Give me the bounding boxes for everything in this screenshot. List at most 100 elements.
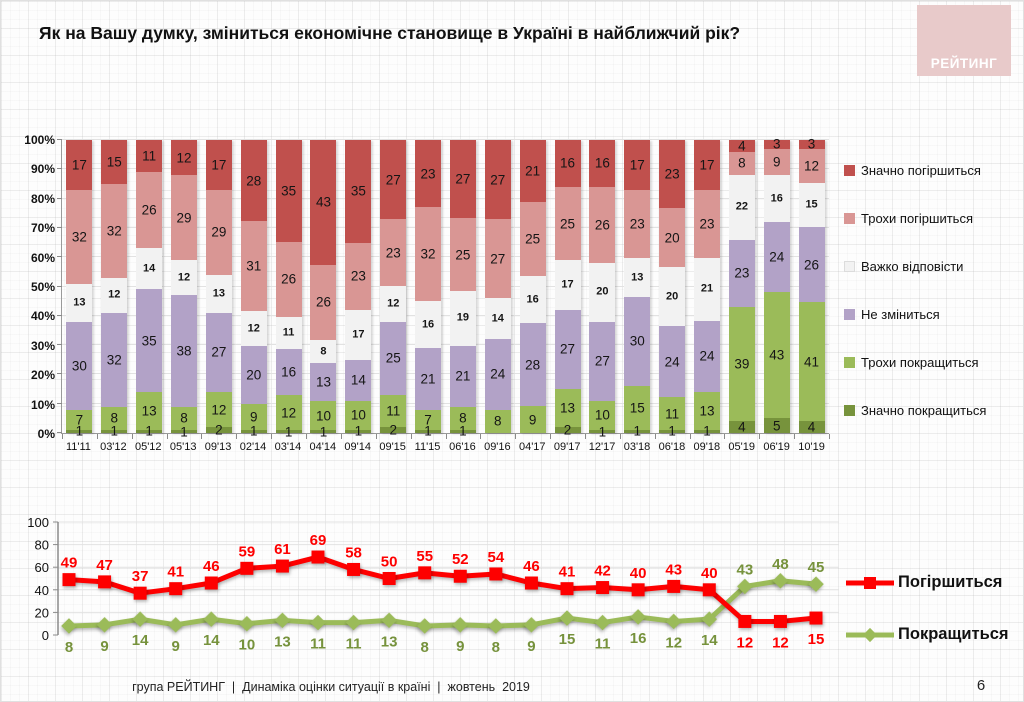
bar-segment: 20 bbox=[659, 208, 686, 268]
y-tick-label: 0 bbox=[42, 628, 49, 643]
bar-segment: 17 bbox=[693, 140, 720, 191]
bar-04'14: 43 26 8 13 10 1 bbox=[310, 140, 337, 438]
bar-value-label: 17 bbox=[71, 157, 87, 173]
green-diamond-marker-icon bbox=[345, 614, 362, 631]
bar-value-label: 8 bbox=[459, 410, 467, 426]
x-tick-label: 06'16 bbox=[449, 441, 476, 453]
bar-segment: 14 bbox=[136, 248, 163, 290]
bar-value-label: 1 bbox=[180, 423, 188, 439]
legend-label: Покращиться bbox=[898, 625, 1009, 643]
bar-value-label: 13 bbox=[699, 403, 715, 419]
bar-value-label: 27 bbox=[560, 341, 576, 357]
bar-segment: 19 bbox=[449, 290, 476, 346]
bar-segment: 13 bbox=[66, 283, 93, 322]
bar-segment: 9 bbox=[763, 148, 790, 176]
bar-value-label: 23 bbox=[699, 216, 715, 232]
green-diamond-marker-icon bbox=[274, 612, 291, 629]
bar-segment: 8 bbox=[728, 151, 755, 176]
red-square-marker-icon bbox=[311, 550, 325, 564]
bar-value-label: 25 bbox=[560, 215, 576, 231]
bar-segment: 5 bbox=[763, 418, 790, 433]
x-axis-tick bbox=[131, 434, 133, 439]
bar-segment: 9 bbox=[519, 406, 546, 433]
bar-segment: 16 bbox=[275, 348, 302, 396]
legend-swatch-icon bbox=[844, 213, 855, 224]
bar-value-label: 11 bbox=[142, 148, 157, 164]
green-point-label: 9 bbox=[456, 638, 464, 655]
bar-segment: 1 bbox=[136, 425, 163, 438]
bar-value-label: 1 bbox=[424, 423, 432, 439]
green-point-label: 8 bbox=[65, 639, 73, 656]
bar-segment: 43 bbox=[310, 140, 337, 265]
bar-segment: 1 bbox=[345, 425, 372, 438]
green-diamond-marker-icon bbox=[310, 614, 326, 631]
red-point-label: 54 bbox=[488, 549, 505, 566]
green-diamond-marker-icon bbox=[167, 617, 184, 633]
bar-value-label: 8 bbox=[180, 410, 188, 426]
bar-value-label: 16 bbox=[770, 192, 783, 205]
bottom-chart-plot: 0 20 40 60 80 100 49 8 47 9 37 14 41 9 46 14 59 10 61 13 69 1… bbox=[27, 515, 839, 656]
green-diamond-marker-icon bbox=[381, 612, 397, 629]
green-diamond-marker-icon bbox=[96, 617, 113, 633]
bar-segment: 7 bbox=[66, 409, 93, 431]
bar-value-label: 9 bbox=[249, 409, 258, 425]
bar-value-label: 12 bbox=[176, 149, 192, 165]
bar-value-label: 28 bbox=[525, 357, 541, 373]
top-chart-x-axis: 11'11 03'12 05'12 05'13 09'13 02'14 03'14 04'14… bbox=[61, 441, 829, 457]
bar-value-label: 13 bbox=[73, 296, 86, 309]
bar-09'17: 16 25 17 27 13 2 bbox=[554, 140, 581, 436]
y-axis-tick bbox=[57, 373, 62, 375]
red-point-label: 15 bbox=[808, 631, 825, 648]
x-axis-tick bbox=[340, 434, 342, 439]
green-point-label: 14 bbox=[203, 632, 220, 649]
bar-segment: 24 bbox=[693, 320, 720, 392]
green-point-label: 13 bbox=[274, 633, 291, 650]
y-tick-label: 40% bbox=[30, 309, 55, 324]
bar-value-label: 29 bbox=[176, 209, 192, 225]
bar-segment: 16 bbox=[589, 140, 616, 187]
green-point-label: 13 bbox=[381, 633, 398, 650]
bar-segment: 32 bbox=[415, 207, 442, 302]
footer-caption: група РЕЙТИНГ | Динаміка оцінки ситуації… bbox=[132, 680, 530, 694]
red-point-label: 46 bbox=[203, 558, 220, 575]
bar-value-label: 23 bbox=[734, 265, 750, 281]
y-axis-tick bbox=[57, 168, 62, 170]
bar-segment: 27 bbox=[554, 309, 581, 390]
bar-segment: 32 bbox=[66, 189, 93, 284]
bar-value-label: 11 bbox=[665, 405, 680, 421]
red-square-marker-icon bbox=[169, 582, 183, 596]
y-axis-tick bbox=[57, 139, 62, 140]
bar-segment: 23 bbox=[728, 239, 755, 307]
green-diamond-marker-icon bbox=[132, 611, 148, 627]
bar-segment: 29 bbox=[205, 189, 232, 275]
bar-segment: 1 bbox=[275, 425, 302, 438]
green-diamond-marker-icon bbox=[630, 609, 646, 625]
bar-segment: 27 bbox=[205, 312, 232, 392]
bar-segment: 12 bbox=[380, 286, 407, 322]
y-tick-label: 60 bbox=[35, 560, 49, 575]
bar-segment: 35 bbox=[275, 140, 302, 242]
bar-value-label: 20 bbox=[664, 229, 680, 245]
bar-value-label: 12 bbox=[177, 271, 191, 284]
bar-segment: 15 bbox=[798, 183, 825, 227]
rating-logo-text: РЕЙТИНГ bbox=[930, 56, 998, 71]
bar-segment: 27 bbox=[449, 140, 476, 219]
bar-value-label: 12 bbox=[108, 288, 121, 301]
y-tick-label: 10% bbox=[30, 397, 55, 412]
bar-12'17: 16 26 20 27 10 1 bbox=[589, 140, 616, 438]
red-point-label: 49 bbox=[61, 555, 78, 572]
bar-value-label: 13 bbox=[212, 287, 225, 300]
bar-segment: 16 bbox=[519, 276, 546, 324]
bar-segment: 21 bbox=[415, 348, 442, 410]
bar-segment: 27 bbox=[484, 140, 511, 220]
legend-item: Значно покращиться bbox=[844, 403, 986, 418]
red-point-label: 46 bbox=[523, 558, 540, 575]
bar-value-label: 30 bbox=[71, 357, 87, 373]
bar-segment: 25 bbox=[380, 321, 407, 395]
bar-value-label: 11 bbox=[282, 326, 295, 339]
bar-value-label: 1 bbox=[354, 423, 363, 439]
bar-value-label: 22 bbox=[735, 200, 748, 213]
red-square-marker-icon bbox=[631, 583, 645, 597]
bar-segment: 4 bbox=[728, 420, 755, 433]
